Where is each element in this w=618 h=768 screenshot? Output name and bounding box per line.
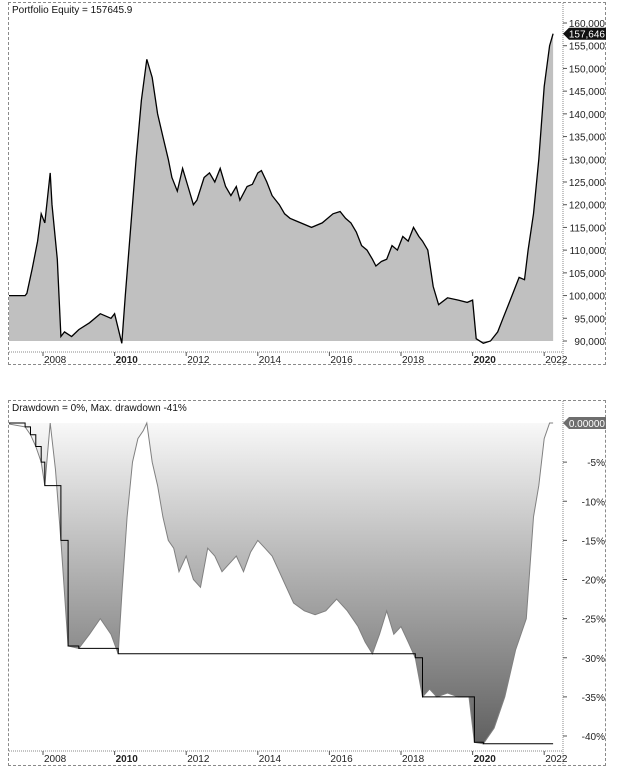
x-tick-label: 2014	[259, 355, 282, 366]
x-tick-label: 2012	[187, 754, 210, 765]
x-tick-label: 2018	[402, 355, 425, 366]
x-tick-label: 2016	[330, 754, 353, 765]
x-tick-label: 2022	[545, 355, 568, 366]
y-tick-label: 100,000	[569, 292, 606, 303]
drawdown-line	[9, 421, 554, 745]
y-tick-label: -10%	[582, 497, 605, 508]
y-tick-label: 110,000	[570, 246, 606, 257]
y-tick-label: 95,000	[574, 314, 605, 325]
y-tick-label: -15%	[582, 536, 605, 547]
y-tick-label: 150,000	[569, 64, 606, 75]
equity-chart-title: Portfolio Equity = 157645.9	[12, 5, 133, 16]
y-tick-label: 160,000	[569, 19, 606, 30]
y-tick-label: 155,000	[569, 42, 606, 53]
equity-chart-panel: 160,000 155,000 150,000 145,000 140,000 135,0…	[8, 2, 606, 366]
last-value-marker: 157,646	[563, 27, 606, 41]
y-tick-label: 115,000	[570, 223, 606, 234]
y-tick-label: 140,000	[569, 110, 606, 121]
x-tick-label: 2008	[44, 754, 67, 765]
y-tick-label: -30%	[582, 654, 605, 665]
y-tick-label: 135,000	[569, 133, 606, 144]
x-tick-label: 2010	[116, 754, 139, 765]
svg-text:0.00000: 0.00000	[569, 419, 606, 430]
drawdown-chart-title: Drawdown = 0%, Max. drawdown -41%	[12, 403, 187, 414]
y-tick-label: -20%	[582, 576, 605, 587]
x-tick-label: 2018	[402, 754, 425, 765]
x-tick-label: 2022	[545, 754, 568, 765]
y-tick-label: 120,000	[569, 201, 606, 212]
equity-chart: 160,000 155,000 150,000 145,000 140,000 135,0…	[9, 3, 606, 366]
svg-text:157,646: 157,646	[569, 30, 606, 41]
y-tick-label: 130,000	[569, 155, 606, 166]
equity-line	[9, 33, 554, 345]
y-tick-label: 145,000	[569, 87, 606, 98]
y-tick-label: 105,000	[569, 269, 606, 280]
y-tick-label: 90,000	[574, 337, 605, 348]
y-tick-label: -35%	[582, 693, 605, 704]
x-tick-label: 2008	[44, 355, 67, 366]
y-tick-label: -25%	[582, 615, 605, 626]
x-tick-label: 2020	[474, 754, 497, 765]
y-tick-label: -40%	[582, 732, 605, 743]
x-tick-label: 2012	[187, 355, 210, 366]
drawdown-chart-panel: -5% -10% -15% -20% -25% -30% -35% -40% 2008 2010 2…	[8, 400, 606, 767]
x-tick-label: 2010	[116, 355, 139, 366]
x-tick-label: 2014	[259, 754, 282, 765]
y-tick-label: -5%	[587, 458, 605, 469]
y-tick-label: 125,000	[569, 178, 606, 189]
x-tick-label: 2020	[474, 355, 497, 366]
x-tick-label: 2016	[330, 355, 353, 366]
max-drawdown-line	[9, 422, 554, 745]
drawdown-area	[9, 423, 554, 744]
equity-area	[9, 33, 554, 344]
drawdown-chart: -5% -10% -15% -20% -25% -30% -35% -40% 2008 2010 2…	[9, 401, 606, 767]
last-value-marker: 0.00000	[563, 417, 606, 430]
